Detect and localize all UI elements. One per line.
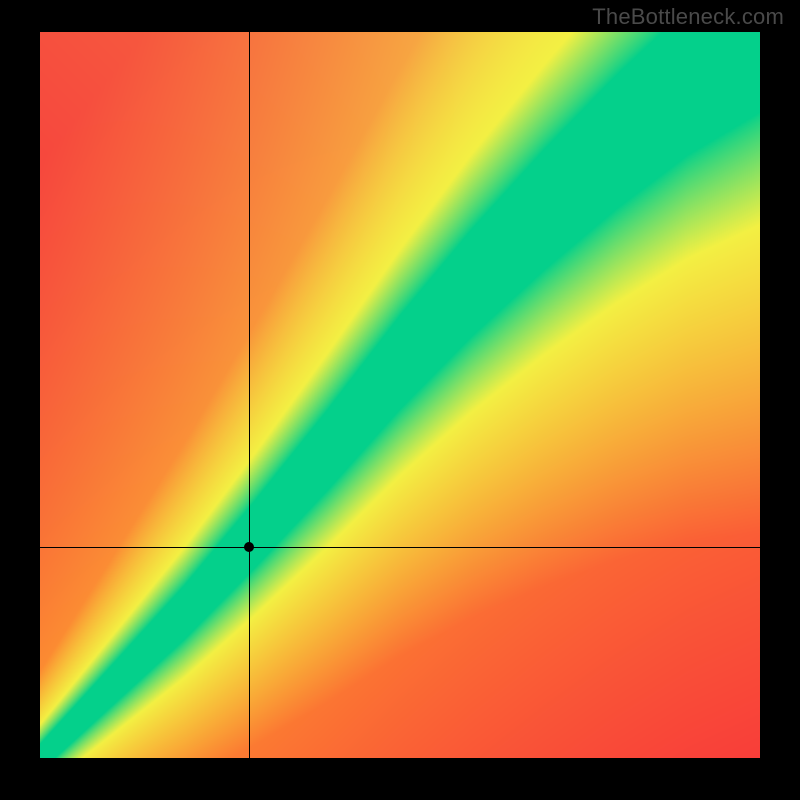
watermark-text: TheBottleneck.com <box>592 4 784 30</box>
crosshair-marker <box>244 542 254 552</box>
crosshair-vertical <box>249 32 250 758</box>
crosshair-horizontal <box>40 547 760 548</box>
heatmap-canvas <box>40 32 760 758</box>
heatmap-plot <box>40 32 760 758</box>
chart-container: TheBottleneck.com <box>0 0 800 800</box>
